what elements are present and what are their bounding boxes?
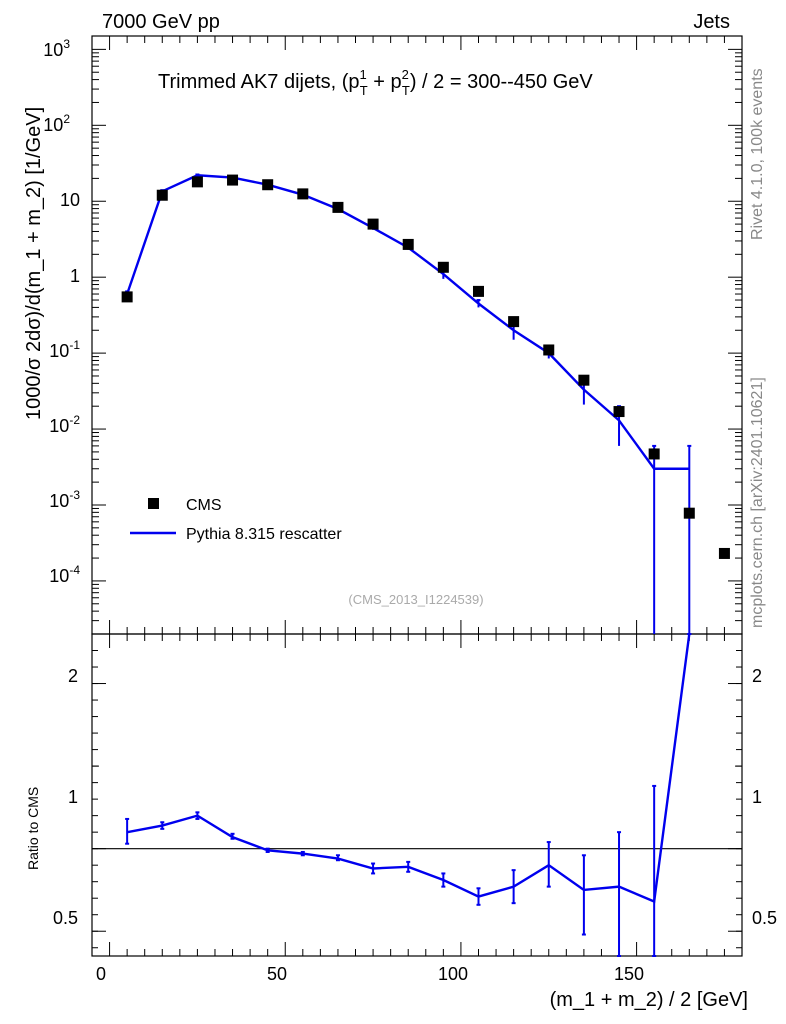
y-axis-label-bottom: Ratio to CMS bbox=[25, 787, 41, 870]
x-tick-0: 0 bbox=[96, 964, 106, 984]
title-sup1: 1 bbox=[360, 67, 367, 82]
data-point bbox=[613, 406, 625, 418]
data-point bbox=[648, 448, 660, 460]
title-sub1: T bbox=[360, 83, 368, 98]
data-point bbox=[262, 179, 274, 191]
y-tick-1: 1 bbox=[70, 266, 80, 286]
legend-mc-label: Pythia 8.315 rescatter bbox=[186, 526, 342, 543]
data-point bbox=[332, 201, 344, 213]
data-point bbox=[156, 189, 168, 201]
x-tick-150: 150 bbox=[614, 964, 644, 984]
ratio-tick-1-left: 1 bbox=[68, 787, 78, 807]
title-rest: ) / 2 = 300--450 GeV bbox=[410, 71, 594, 93]
chart-marks bbox=[92, 173, 742, 957]
reference-label: (CMS_2013_I1224539) bbox=[348, 592, 483, 607]
title-sup2: 2 bbox=[402, 67, 409, 82]
data-point bbox=[437, 261, 449, 273]
ratio-tick-2-left: 2 bbox=[68, 666, 78, 686]
mc-series-line bbox=[125, 174, 690, 470]
y-tick-1e-2: 10-2 bbox=[49, 413, 80, 436]
data-point bbox=[297, 188, 309, 200]
y-tick-1e-3: 10-3 bbox=[49, 488, 80, 511]
title-sub2: T bbox=[402, 83, 410, 98]
y-tick-1e3: 103 bbox=[43, 37, 70, 60]
y-tick-10: 10 bbox=[60, 190, 80, 210]
y-tick-1e2: 102 bbox=[43, 112, 70, 135]
y-tick-1e-1: 10-1 bbox=[49, 338, 80, 361]
header-right: Jets bbox=[693, 11, 730, 33]
ratio-tick-05-left: 0.5 bbox=[53, 908, 78, 928]
top-frame bbox=[91, 35, 743, 635]
x-tick-50: 50 bbox=[267, 964, 287, 984]
legend-data-label: CMS bbox=[186, 497, 222, 514]
title-plus: + p bbox=[368, 71, 402, 93]
data-point bbox=[402, 238, 414, 250]
header-left: 7000 GeV pp bbox=[102, 11, 220, 33]
data-point bbox=[472, 285, 484, 297]
data-point bbox=[191, 176, 203, 188]
data-point bbox=[227, 174, 239, 186]
data-point bbox=[508, 316, 520, 328]
data-point bbox=[683, 507, 695, 519]
data-point bbox=[718, 547, 730, 559]
data-point bbox=[578, 374, 590, 386]
x-axis-label: (m_1 + m_2) / 2 [GeV] bbox=[550, 989, 748, 1011]
bottom-frame bbox=[91, 633, 743, 957]
side-label-mcplots: mcplots.cern.ch [arXiv:2401.10621] bbox=[749, 377, 766, 628]
ratio-tick-2-right: 2 bbox=[752, 666, 762, 686]
y-tick-1e-4: 10-4 bbox=[49, 563, 80, 586]
y-axis-label-top: 1000/σ 2dσ)/d(m_1 + m_2) [1/GeV] bbox=[23, 107, 45, 420]
data-point bbox=[121, 291, 133, 303]
ratio-tick-05-right: 0.5 bbox=[752, 908, 777, 928]
side-label-rivet: Rivet 4.1.0, 100k events bbox=[749, 68, 766, 240]
data-point bbox=[367, 218, 379, 230]
data-point bbox=[543, 344, 555, 356]
title-main: Trimmed AK7 dijets, (p bbox=[158, 71, 360, 93]
x-tick-100: 100 bbox=[438, 964, 468, 984]
y-tick-labels-top: 103 102 10 1 10-1 10-2 10-3 10-4 bbox=[43, 37, 80, 586]
legend-data-marker bbox=[148, 498, 159, 509]
ratio-tick-1-right: 1 bbox=[752, 787, 762, 807]
chart-title: Trimmed AK7 dijets, (p1 T + p2 T) / 2 = 30… bbox=[158, 67, 593, 98]
